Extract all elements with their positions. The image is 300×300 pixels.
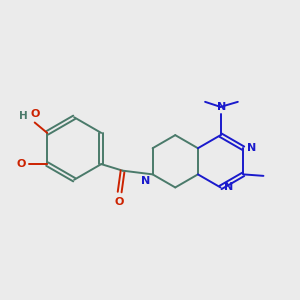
Text: N: N <box>224 182 233 192</box>
Text: N: N <box>217 102 226 112</box>
Text: O: O <box>16 158 26 169</box>
Text: O: O <box>115 197 124 207</box>
Text: O: O <box>31 109 40 119</box>
Text: H: H <box>19 111 28 121</box>
Text: N: N <box>247 142 256 153</box>
Text: N: N <box>141 176 150 186</box>
